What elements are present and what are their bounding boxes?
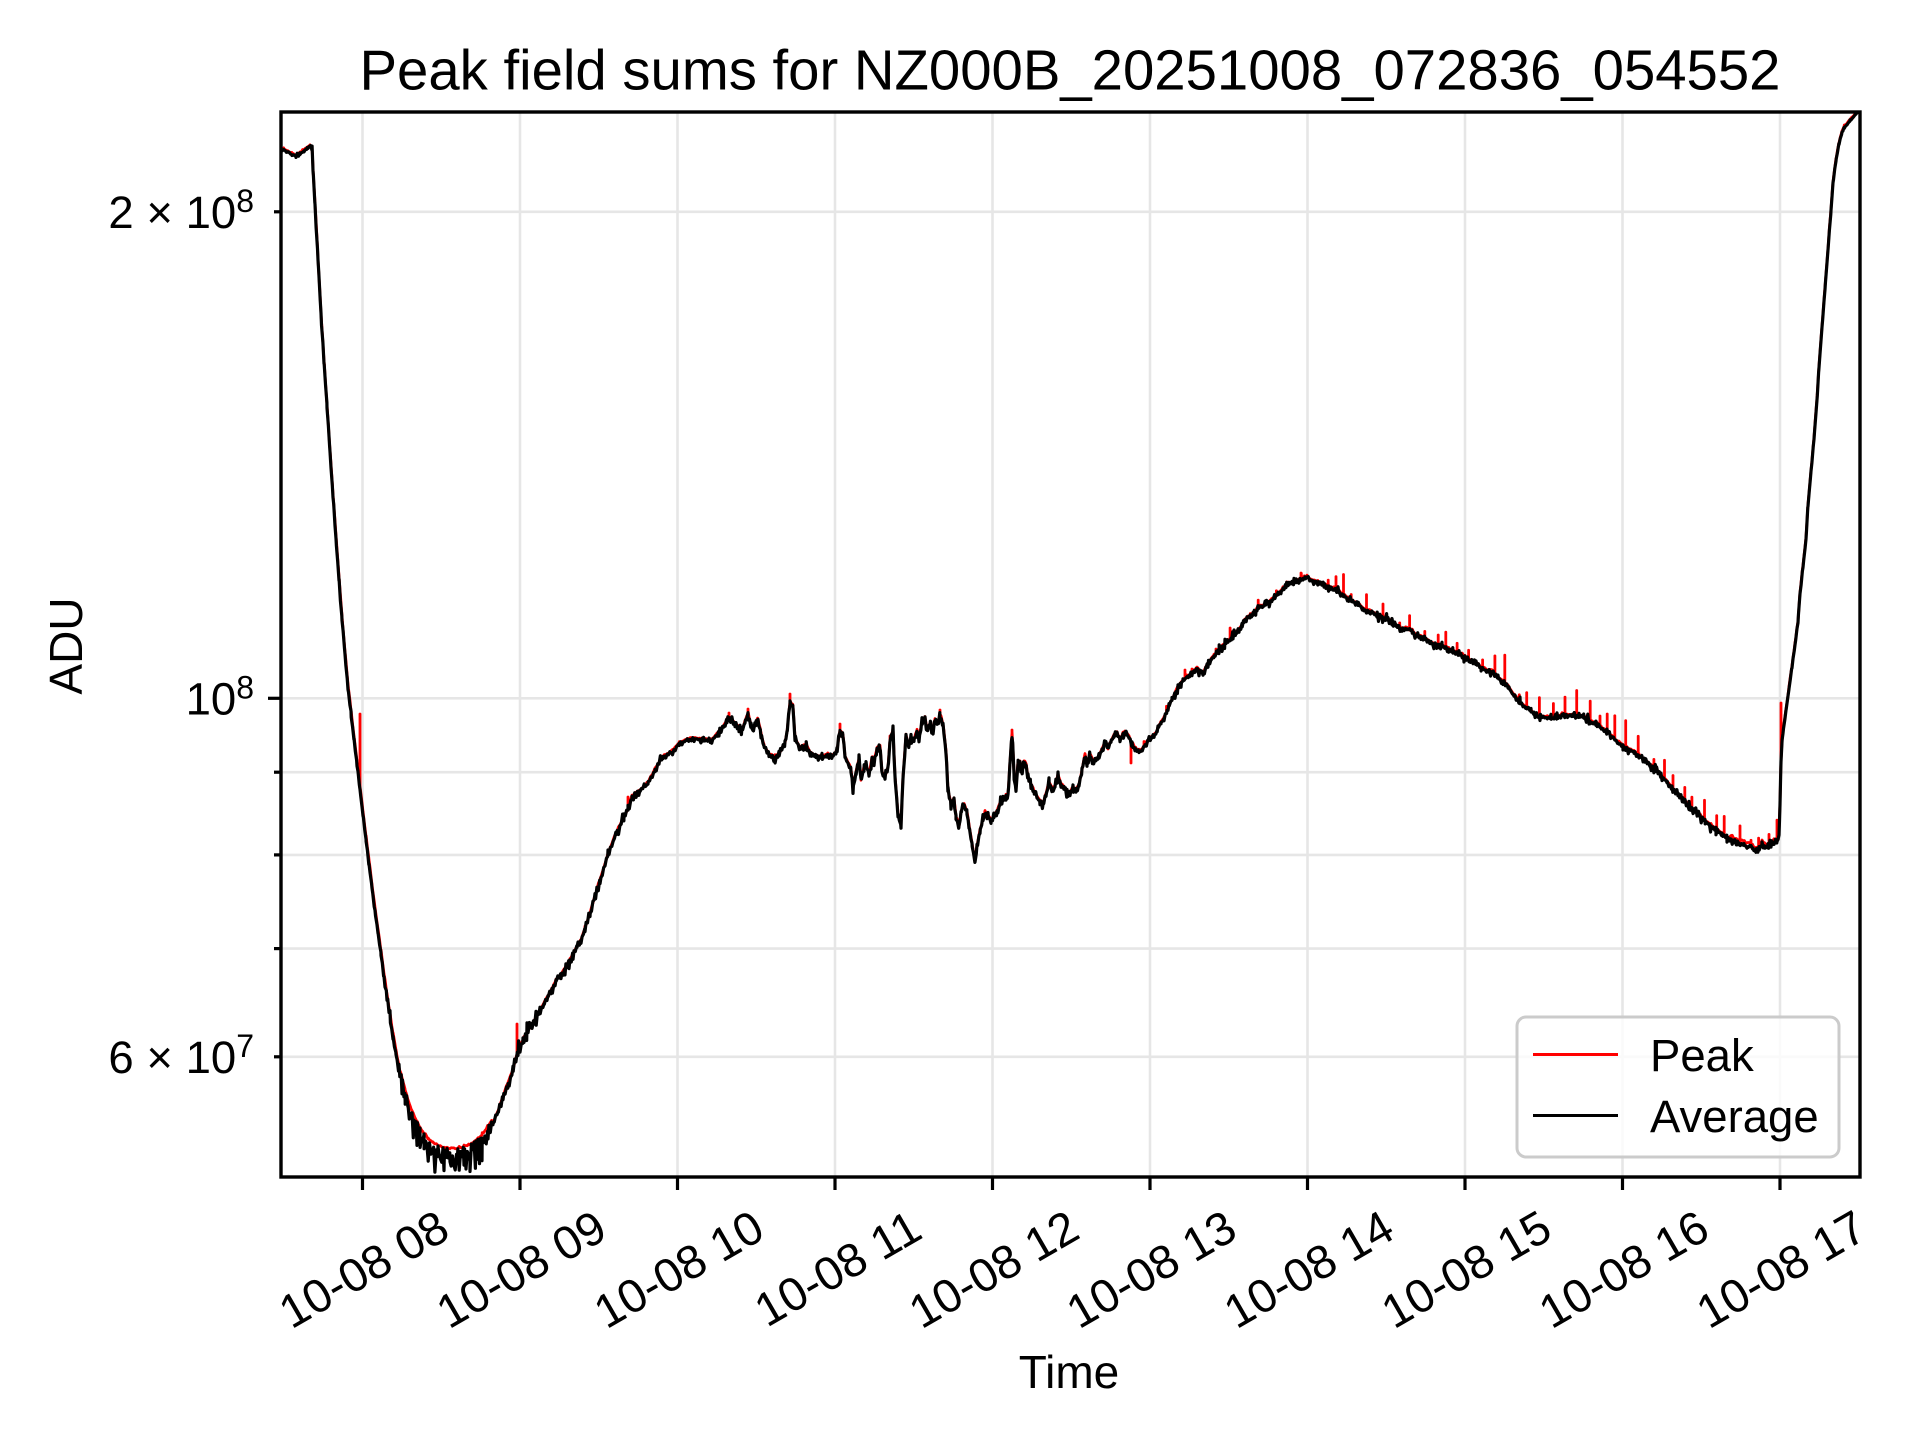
svg-text:Average: Average bbox=[1650, 1091, 1819, 1142]
svg-text:Peak: Peak bbox=[1650, 1030, 1754, 1081]
svg-text:Time: Time bbox=[1019, 1346, 1120, 1398]
svg-text:2 × 108: 2 × 108 bbox=[108, 183, 254, 238]
svg-text:6 × 107: 6 × 107 bbox=[108, 1028, 254, 1083]
svg-text:Peak field sums for NZ000B_202: Peak field sums for NZ000B_20251008_0728… bbox=[359, 39, 1780, 102]
svg-text:ADU: ADU bbox=[40, 597, 92, 694]
